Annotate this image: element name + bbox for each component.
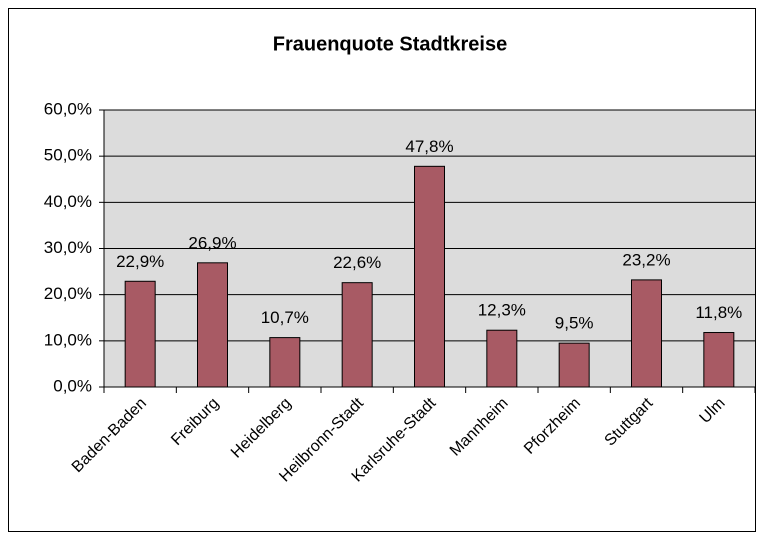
bar bbox=[269, 337, 301, 388]
chart-title: Frauenquote Stadtkreise bbox=[273, 33, 508, 55]
y-tick-label: 0,0% bbox=[53, 376, 92, 395]
bar bbox=[558, 342, 590, 388]
bar bbox=[486, 329, 518, 388]
y-tick-label: 10,0% bbox=[44, 330, 92, 349]
y-tick-label: 50,0% bbox=[44, 146, 92, 165]
bar bbox=[341, 282, 373, 388]
data-label: 22,9% bbox=[116, 252, 164, 271]
data-label: 11,8% bbox=[695, 303, 742, 322]
data-label: 22,6% bbox=[333, 253, 381, 272]
data-label: 26,9% bbox=[188, 233, 236, 252]
bar bbox=[631, 279, 662, 388]
data-label: 23,2% bbox=[622, 250, 670, 269]
data-label: 12,3% bbox=[478, 301, 526, 320]
y-tick-label: 30,0% bbox=[44, 238, 92, 257]
data-label: 9,5% bbox=[555, 314, 594, 333]
bar bbox=[703, 332, 735, 388]
data-label: 10,7% bbox=[261, 308, 309, 327]
bar bbox=[197, 262, 228, 388]
bar bbox=[414, 165, 445, 388]
bar bbox=[124, 280, 156, 388]
y-tick-label: 20,0% bbox=[44, 284, 92, 303]
data-label: 47,8% bbox=[405, 137, 453, 156]
y-tick-label: 60,0% bbox=[44, 99, 92, 118]
y-tick-label: 40,0% bbox=[44, 192, 92, 211]
